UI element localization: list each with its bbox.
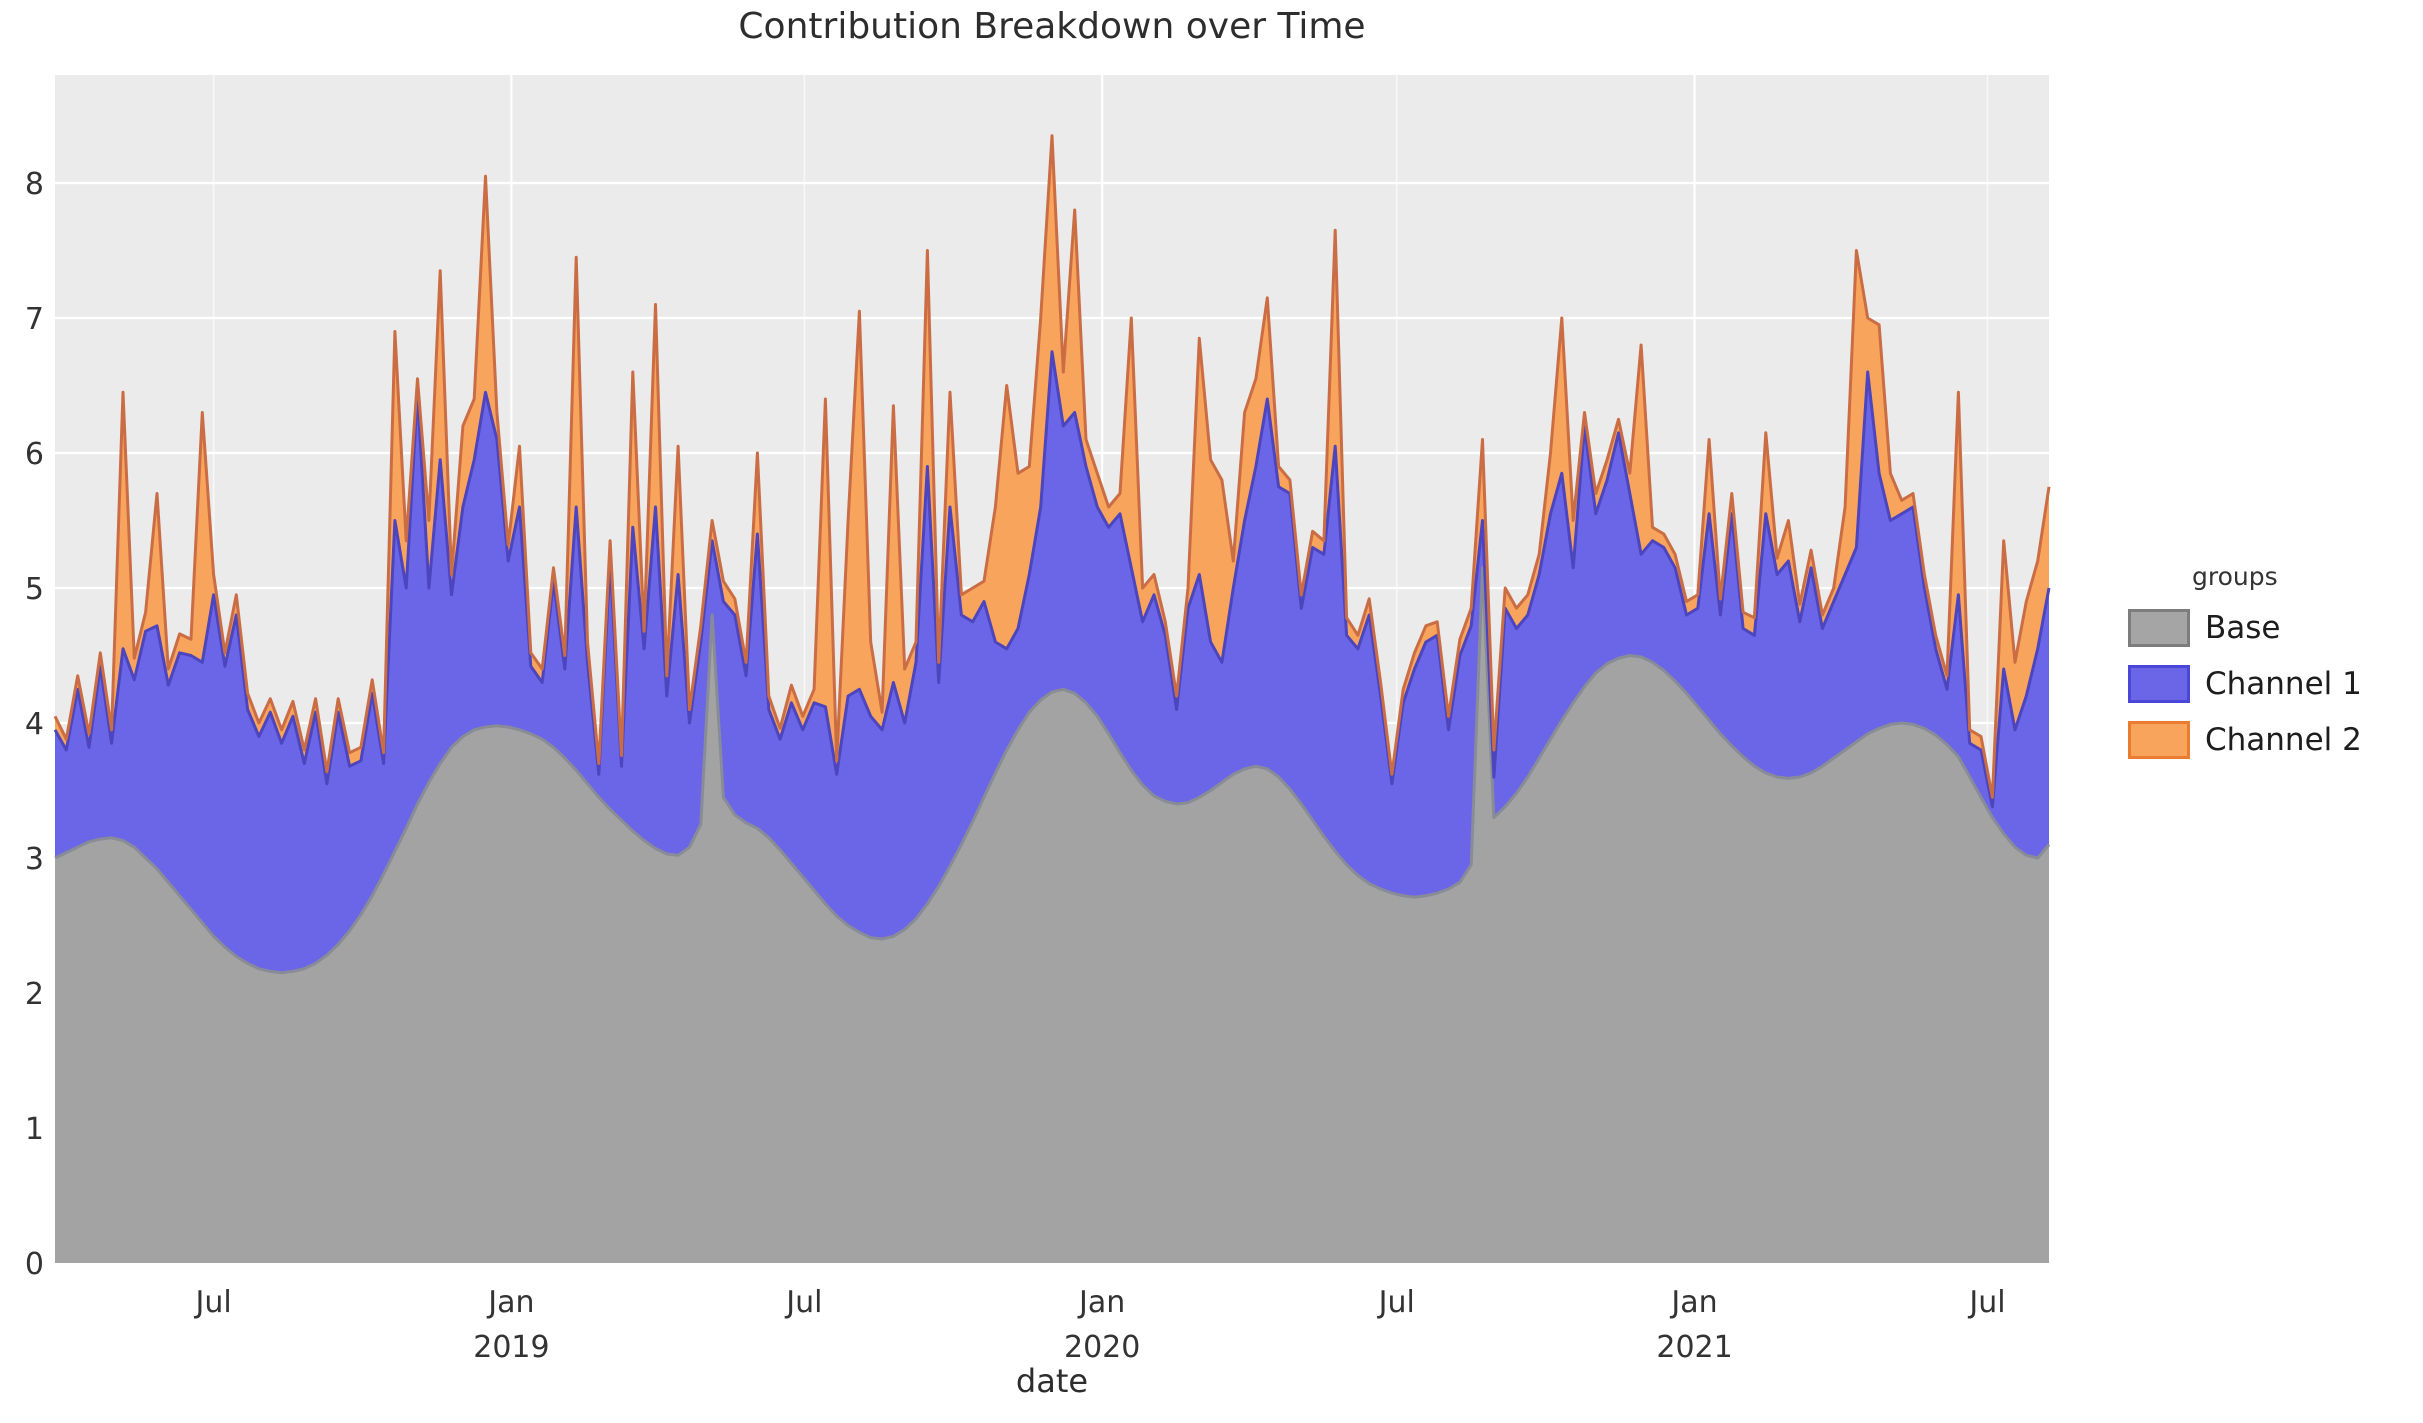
x-tick-label: Jul — [194, 1285, 232, 1320]
edge-channel1 — [53, 350, 2051, 809]
x-tick-label: Jan — [1669, 1285, 1717, 1320]
legend-row: Channel 2 — [2128, 721, 2420, 759]
legend-swatch — [2128, 609, 2190, 647]
legend-label: Channel 1 — [2205, 666, 2362, 702]
y-tick-label: 6 — [25, 437, 44, 472]
x-axis-label: date — [1015, 1362, 1089, 1400]
x-tick-label: Jul — [1967, 1285, 2005, 1320]
x-tick-label: Jul — [784, 1285, 822, 1320]
edge-base — [54, 566, 2051, 975]
x-tick-year-label: 2019 — [473, 1330, 549, 1365]
y-tick-label: 2 — [25, 977, 44, 1012]
x-tick-year-label: 2021 — [1656, 1330, 1732, 1365]
chart-title: Contribution Breakdown over Time — [738, 6, 1366, 47]
legend-label: Base — [2205, 610, 2281, 646]
y-tick-label: 3 — [25, 842, 44, 877]
legend-swatch — [2128, 665, 2190, 703]
x-tick-year-label: 2020 — [1064, 1330, 1140, 1365]
legend-row: Base — [2128, 609, 2420, 647]
legend-swatch — [2128, 721, 2190, 759]
legend: groups Base Channel 1 Channel 2 — [2128, 562, 2420, 759]
edge-channel2 — [53, 134, 2051, 799]
x-tick-label: Jan — [1077, 1285, 1125, 1320]
y-tick-label: 7 — [25, 302, 44, 337]
y-tick-label: 1 — [25, 1112, 44, 1147]
legend-rows: Base Channel 1 Channel 2 — [2128, 609, 2420, 759]
legend-row: Channel 1 — [2128, 665, 2420, 703]
x-tick-label: Jul — [1377, 1285, 1415, 1320]
y-tick-label: 5 — [25, 572, 44, 607]
y-tick-label: 4 — [25, 707, 44, 742]
y-tick-label: 8 — [25, 167, 44, 202]
legend-title: groups — [2192, 562, 2278, 591]
y-tick-label: 0 — [25, 1247, 44, 1282]
x-tick-label: Jan — [486, 1285, 534, 1320]
legend-label: Channel 2 — [2205, 722, 2362, 758]
